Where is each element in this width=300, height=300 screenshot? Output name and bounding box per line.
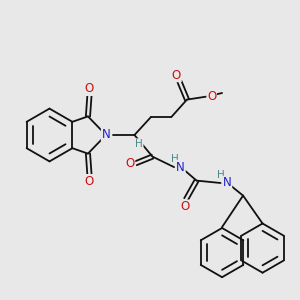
Text: O: O: [85, 82, 94, 95]
Text: H: H: [171, 154, 178, 164]
Text: H: H: [135, 139, 143, 149]
Text: N: N: [223, 176, 232, 190]
Text: O: O: [207, 90, 216, 103]
Text: O: O: [85, 175, 94, 188]
Text: O: O: [180, 200, 189, 213]
Text: O: O: [172, 68, 181, 82]
Text: N: N: [102, 128, 110, 142]
Text: H: H: [217, 169, 225, 180]
Text: N: N: [176, 160, 185, 174]
Text: O: O: [125, 157, 135, 170]
